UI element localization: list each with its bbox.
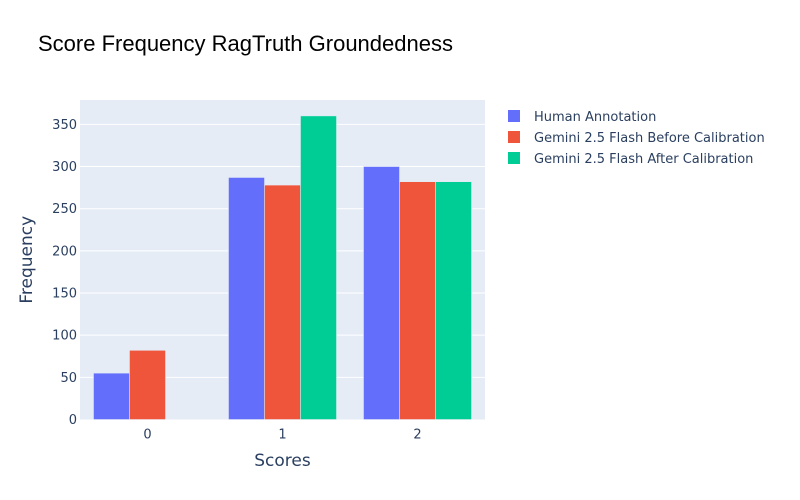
y-tick-label: 100	[52, 329, 77, 344]
bar-human-annotation-score-0[interactable]	[93, 372, 130, 420]
bar-gemini-2-5-flash-after-calibration-score-1[interactable]	[300, 115, 337, 420]
x-axis-ticks: 0 1 2	[143, 428, 421, 443]
y-axis-ticks: 0 50 100 150 200 250 300 350	[52, 118, 77, 428]
y-tick-label: 50	[60, 371, 77, 386]
legend-label: Gemini 2.5 Flash Before Calibration	[534, 131, 765, 146]
bar-gemini-2-5-flash-before-calibration-score-1[interactable]	[264, 184, 301, 420]
legend-item[interactable]: Human Annotation	[508, 110, 656, 125]
legend: Human Annotation Gemini 2.5 Flash Before …	[508, 110, 765, 167]
legend-item[interactable]: Gemini 2.5 Flash After Calibration	[508, 152, 753, 167]
legend-item[interactable]: Gemini 2.5 Flash Before Calibration	[508, 131, 765, 146]
legend-swatch-icon	[508, 152, 520, 164]
bar-human-annotation-score-2[interactable]	[363, 166, 400, 420]
legend-label: Gemini 2.5 Flash After Calibration	[534, 152, 753, 167]
legend-swatch-icon	[508, 131, 520, 143]
bar-gemini-2-5-flash-after-calibration-score-2[interactable]	[435, 181, 472, 420]
y-tick-label: 250	[52, 202, 77, 217]
x-tick-label: 0	[143, 428, 151, 443]
x-axis-title: Scores	[254, 451, 311, 471]
bar-gemini-2-5-flash-before-calibration-score-0[interactable]	[129, 350, 166, 420]
legend-label: Human Annotation	[534, 110, 656, 125]
bars	[93, 115, 472, 420]
bar-gemini-2-5-flash-before-calibration-score-2[interactable]	[399, 181, 436, 420]
chart-title: Score Frequency RagTruth Groundedness	[38, 31, 453, 56]
x-tick-label: 1	[278, 428, 286, 443]
legend-swatch-icon	[508, 110, 520, 122]
y-tick-label: 0	[69, 413, 77, 428]
y-tick-label: 300	[52, 160, 77, 175]
y-tick-label: 200	[52, 244, 77, 259]
y-tick-label: 350	[52, 118, 77, 133]
bar-human-annotation-score-1[interactable]	[228, 177, 265, 420]
y-axis-title: Frequency	[17, 216, 37, 304]
x-tick-label: 2	[413, 428, 421, 443]
y-tick-label: 150	[52, 287, 77, 302]
